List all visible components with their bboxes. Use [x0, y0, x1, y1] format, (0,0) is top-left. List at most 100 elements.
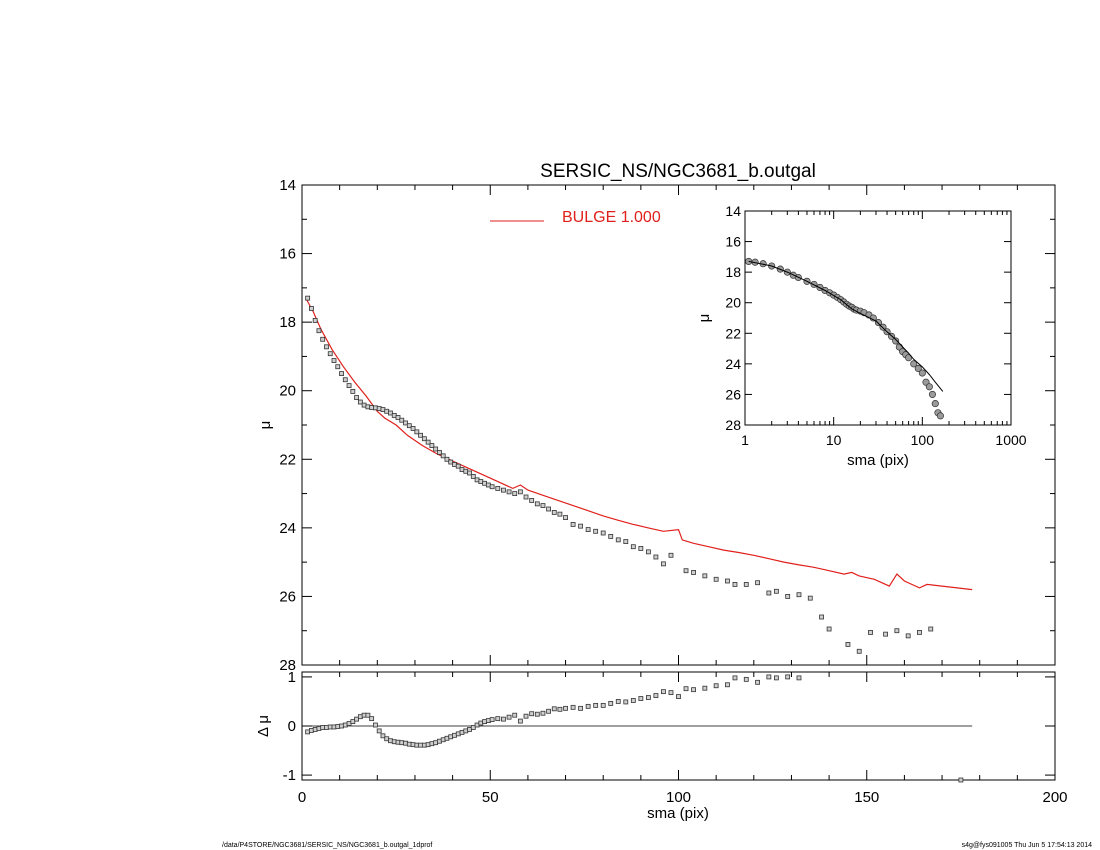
- profile-data-point: [421, 436, 427, 442]
- residual-data-point: [676, 694, 681, 699]
- profile-data-point: [563, 515, 568, 520]
- profile-data-point: [883, 631, 888, 637]
- residual-data-point: [523, 713, 529, 719]
- profile-data-point: [327, 351, 333, 357]
- residual-data-point: [600, 702, 606, 708]
- profile-data-point: [819, 614, 824, 620]
- main-y-tick-label: 14: [279, 177, 296, 194]
- profile-data-point: [529, 498, 535, 503]
- inset-y-tick-label: 28: [725, 417, 741, 433]
- profile-data-point: [312, 318, 318, 323]
- profile-data-point: [691, 570, 696, 575]
- profile-data-point: [653, 554, 659, 560]
- residual-data-point: [958, 777, 964, 783]
- profile-data-point: [773, 588, 779, 594]
- residual-data-point: [661, 689, 666, 695]
- profile-data-point: [766, 590, 772, 596]
- inset-y-label: μ: [696, 314, 713, 323]
- profile-data-point: [399, 417, 405, 423]
- residual-data-point: [354, 716, 359, 722]
- profile-data-point: [713, 576, 719, 582]
- residual-data-point: [668, 690, 674, 696]
- inset-data-point: [928, 390, 936, 398]
- profile-data-point: [410, 426, 416, 431]
- residual-x-tick-label: 200: [1042, 789, 1067, 806]
- profile-data-point: [489, 484, 495, 490]
- profile-data-point: [354, 395, 359, 400]
- inset-model-line: [748, 260, 944, 392]
- residual-data-point: [608, 701, 614, 706]
- profile-data-point: [615, 537, 621, 543]
- profile-data-point: [512, 491, 518, 496]
- residual-data-point: [630, 698, 636, 703]
- profile-data-point: [470, 474, 476, 479]
- profile-data-point: [305, 295, 311, 301]
- inset-panel: 14 16 18 20 22 24 26 28 1 10 100 1000 sma (pix) μ: [696, 203, 1027, 469]
- profile-data-point: [444, 456, 450, 462]
- inset-data-point: [892, 337, 900, 345]
- main-y-ticks: 14 16 18 20 22 24 26 28: [279, 177, 1055, 674]
- profile-data-point: [350, 388, 356, 394]
- residual-data-point: [546, 708, 552, 714]
- residual-data-point: [563, 705, 568, 711]
- profile-data-point: [406, 423, 412, 429]
- inset-data-point: [910, 360, 918, 368]
- profile-data-point: [455, 463, 461, 469]
- residual-data-point: [534, 711, 540, 717]
- residual-data-point: [365, 712, 371, 718]
- residual-data-point: [585, 703, 591, 709]
- profile-data-point: [316, 328, 322, 334]
- residual-data-point: [766, 674, 772, 680]
- profile-data-point: [395, 415, 401, 420]
- residual-data-point: [725, 682, 730, 688]
- profile-data-point: [645, 549, 651, 555]
- profile-data-point: [540, 503, 546, 508]
- profile-data-point: [339, 371, 344, 376]
- residual-data-point: [785, 674, 791, 680]
- profile-data-point: [856, 648, 862, 654]
- residual-data-point: [373, 722, 378, 728]
- residual-data-point: [653, 693, 659, 698]
- footer-file-path: /data/P4STORE/NGC3681/SERSIC_NS/NGC3681_…: [222, 842, 433, 849]
- profile-data-point: [570, 522, 576, 527]
- inset-y-tick-label: 22: [725, 325, 741, 341]
- profile-data-point: [517, 489, 523, 495]
- profile-data-point: [403, 420, 408, 426]
- residual-data-point: [551, 706, 557, 712]
- residual-data-point: [623, 699, 629, 705]
- residual-y-tick-label: 0: [288, 718, 296, 735]
- profile-data-point: [433, 446, 439, 452]
- residual-data-point: [732, 675, 738, 681]
- residual-y-label: Δ μ: [255, 715, 272, 737]
- residual-data-point: [350, 719, 356, 724]
- profile-data-point: [661, 561, 666, 567]
- residual-data-point: [796, 675, 802, 681]
- residual-y-tick-label: -1: [283, 767, 296, 784]
- profile-data-point: [437, 450, 442, 455]
- residual-data-point: [501, 716, 506, 722]
- residual-data-point: [578, 705, 584, 711]
- inset-data-point: [936, 412, 944, 420]
- residual-data-point: [489, 717, 495, 723]
- residual-data-point: [645, 695, 651, 700]
- inset-y-tick-label: 18: [725, 264, 741, 280]
- profile-data-point: [608, 534, 614, 539]
- profile-data-point: [683, 568, 689, 574]
- profile-data-point: [593, 528, 599, 534]
- profile-data-point: [826, 626, 832, 632]
- profile-data-point: [905, 633, 911, 639]
- main-y-tick-label: 22: [279, 451, 296, 468]
- profile-data-point: [357, 399, 363, 405]
- residual-data-point: [506, 714, 512, 720]
- profile-data-point: [418, 432, 423, 438]
- main-model-series: [305, 297, 973, 591]
- profile-data-point: [346, 383, 352, 388]
- profile-data-point: [785, 594, 791, 599]
- profile-data-point: [638, 546, 644, 551]
- residual-x-ticks: 0 50 100 150 200: [298, 672, 1068, 806]
- inset-y-tick-label: 16: [725, 234, 741, 250]
- inset-data-point: [874, 319, 883, 327]
- residual-y-ticks: -1 0 1: [283, 669, 1055, 784]
- residual-x-label: sma (pix): [647, 805, 709, 822]
- profile-data-point: [557, 511, 563, 517]
